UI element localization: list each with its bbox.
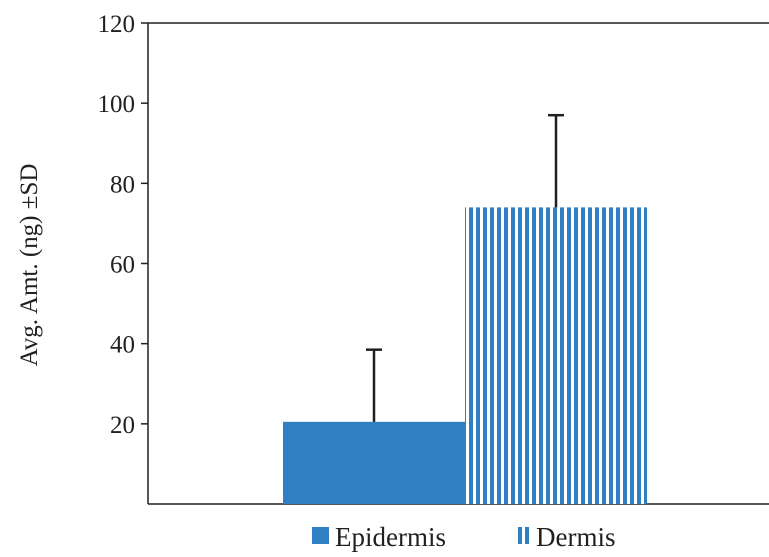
y-axis-ticks: 20 40 60 80 100 120 [98,11,148,439]
legend: Epidermis Dermis [312,522,615,552]
bar-dermis [465,207,647,504]
bars [283,207,647,504]
legend-swatch-epidermis [312,527,329,544]
y-tick-label: 120 [98,11,136,38]
legend-label-dermis: Dermis [536,522,615,552]
y-tick-label: 80 [110,171,135,198]
y-axis-title: Avg. Amt. (ng) ±SD [16,164,43,367]
y-tick-label: 60 [110,252,135,279]
y-tick-label: 20 [110,412,135,439]
bar-epidermis [283,421,465,504]
error-bars [366,113,564,422]
legend-swatch-dermis [515,527,531,544]
y-tick-label: 40 [110,332,135,359]
legend-label-epidermis: Epidermis [335,522,446,552]
y-tick-label: 100 [98,91,136,118]
